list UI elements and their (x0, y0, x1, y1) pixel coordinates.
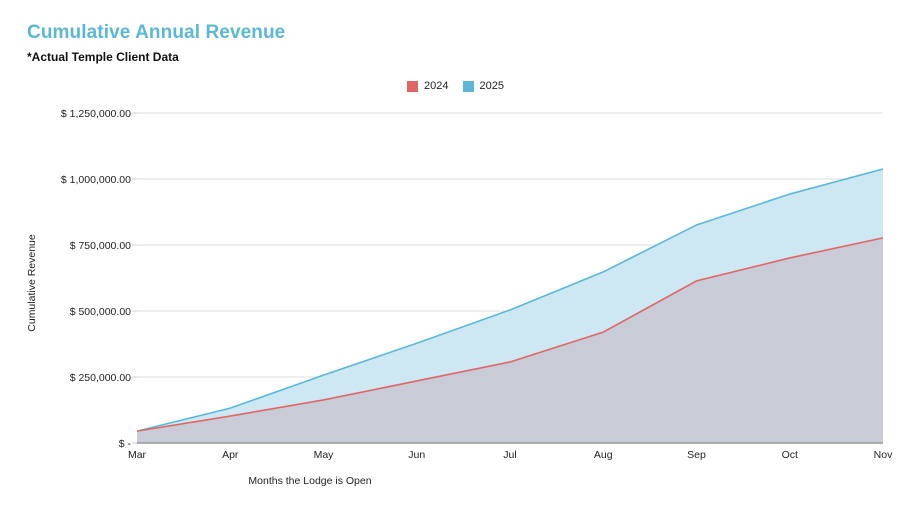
legend-label-2025: 2025 (479, 80, 504, 92)
x-tick-label: Jul (503, 449, 516, 461)
legend-swatch-2025 (462, 80, 474, 92)
chart-title: Cumulative Annual Revenue (27, 22, 286, 43)
legend: 2024 2025 (0, 80, 911, 92)
x-tick-label: Sep (687, 449, 706, 461)
x-axis-ticks: Mar Apr May Jun Jul Aug Sep Oct Nov (128, 449, 893, 461)
legend-item-2024[interactable]: 2024 (407, 80, 449, 92)
x-axis-label: Months the Lodge is Open (248, 475, 371, 487)
chart-subtitle: *Actual Temple Client Data (27, 50, 179, 64)
x-tick-label: Nov (874, 449, 893, 461)
x-tick-label: May (314, 449, 335, 461)
y-tick-label: $ 1,000,000.00 (61, 174, 131, 186)
y-tick-label: $ 500,000.00 (70, 306, 131, 318)
x-tick-label: Apr (222, 449, 239, 461)
y-tick-label: $ 750,000.00 (70, 240, 131, 252)
y-tick-label: $ - (119, 438, 132, 450)
legend-item-2025[interactable]: 2025 (462, 80, 504, 92)
y-tick-label: $ 250,000.00 (70, 372, 131, 384)
legend-label-2024: 2024 (424, 80, 449, 92)
area-2024 (137, 237, 883, 443)
x-tick-label: Mar (128, 449, 147, 461)
legend-swatch-2024 (407, 80, 419, 92)
x-tick-label: Jun (408, 449, 425, 461)
x-tick-label: Aug (594, 449, 613, 461)
y-axis-ticks: $ - $ 250,000.00 $ 500,000.00 $ 750,000.00 $… (61, 108, 137, 450)
series-areas (137, 168, 883, 443)
series-lines (136, 168, 884, 432)
x-tick-label: Oct (782, 449, 798, 461)
y-tick-label: $ 1,250,000.00 (61, 108, 131, 120)
y-axis-label: Cumulative Revenue (26, 234, 38, 332)
